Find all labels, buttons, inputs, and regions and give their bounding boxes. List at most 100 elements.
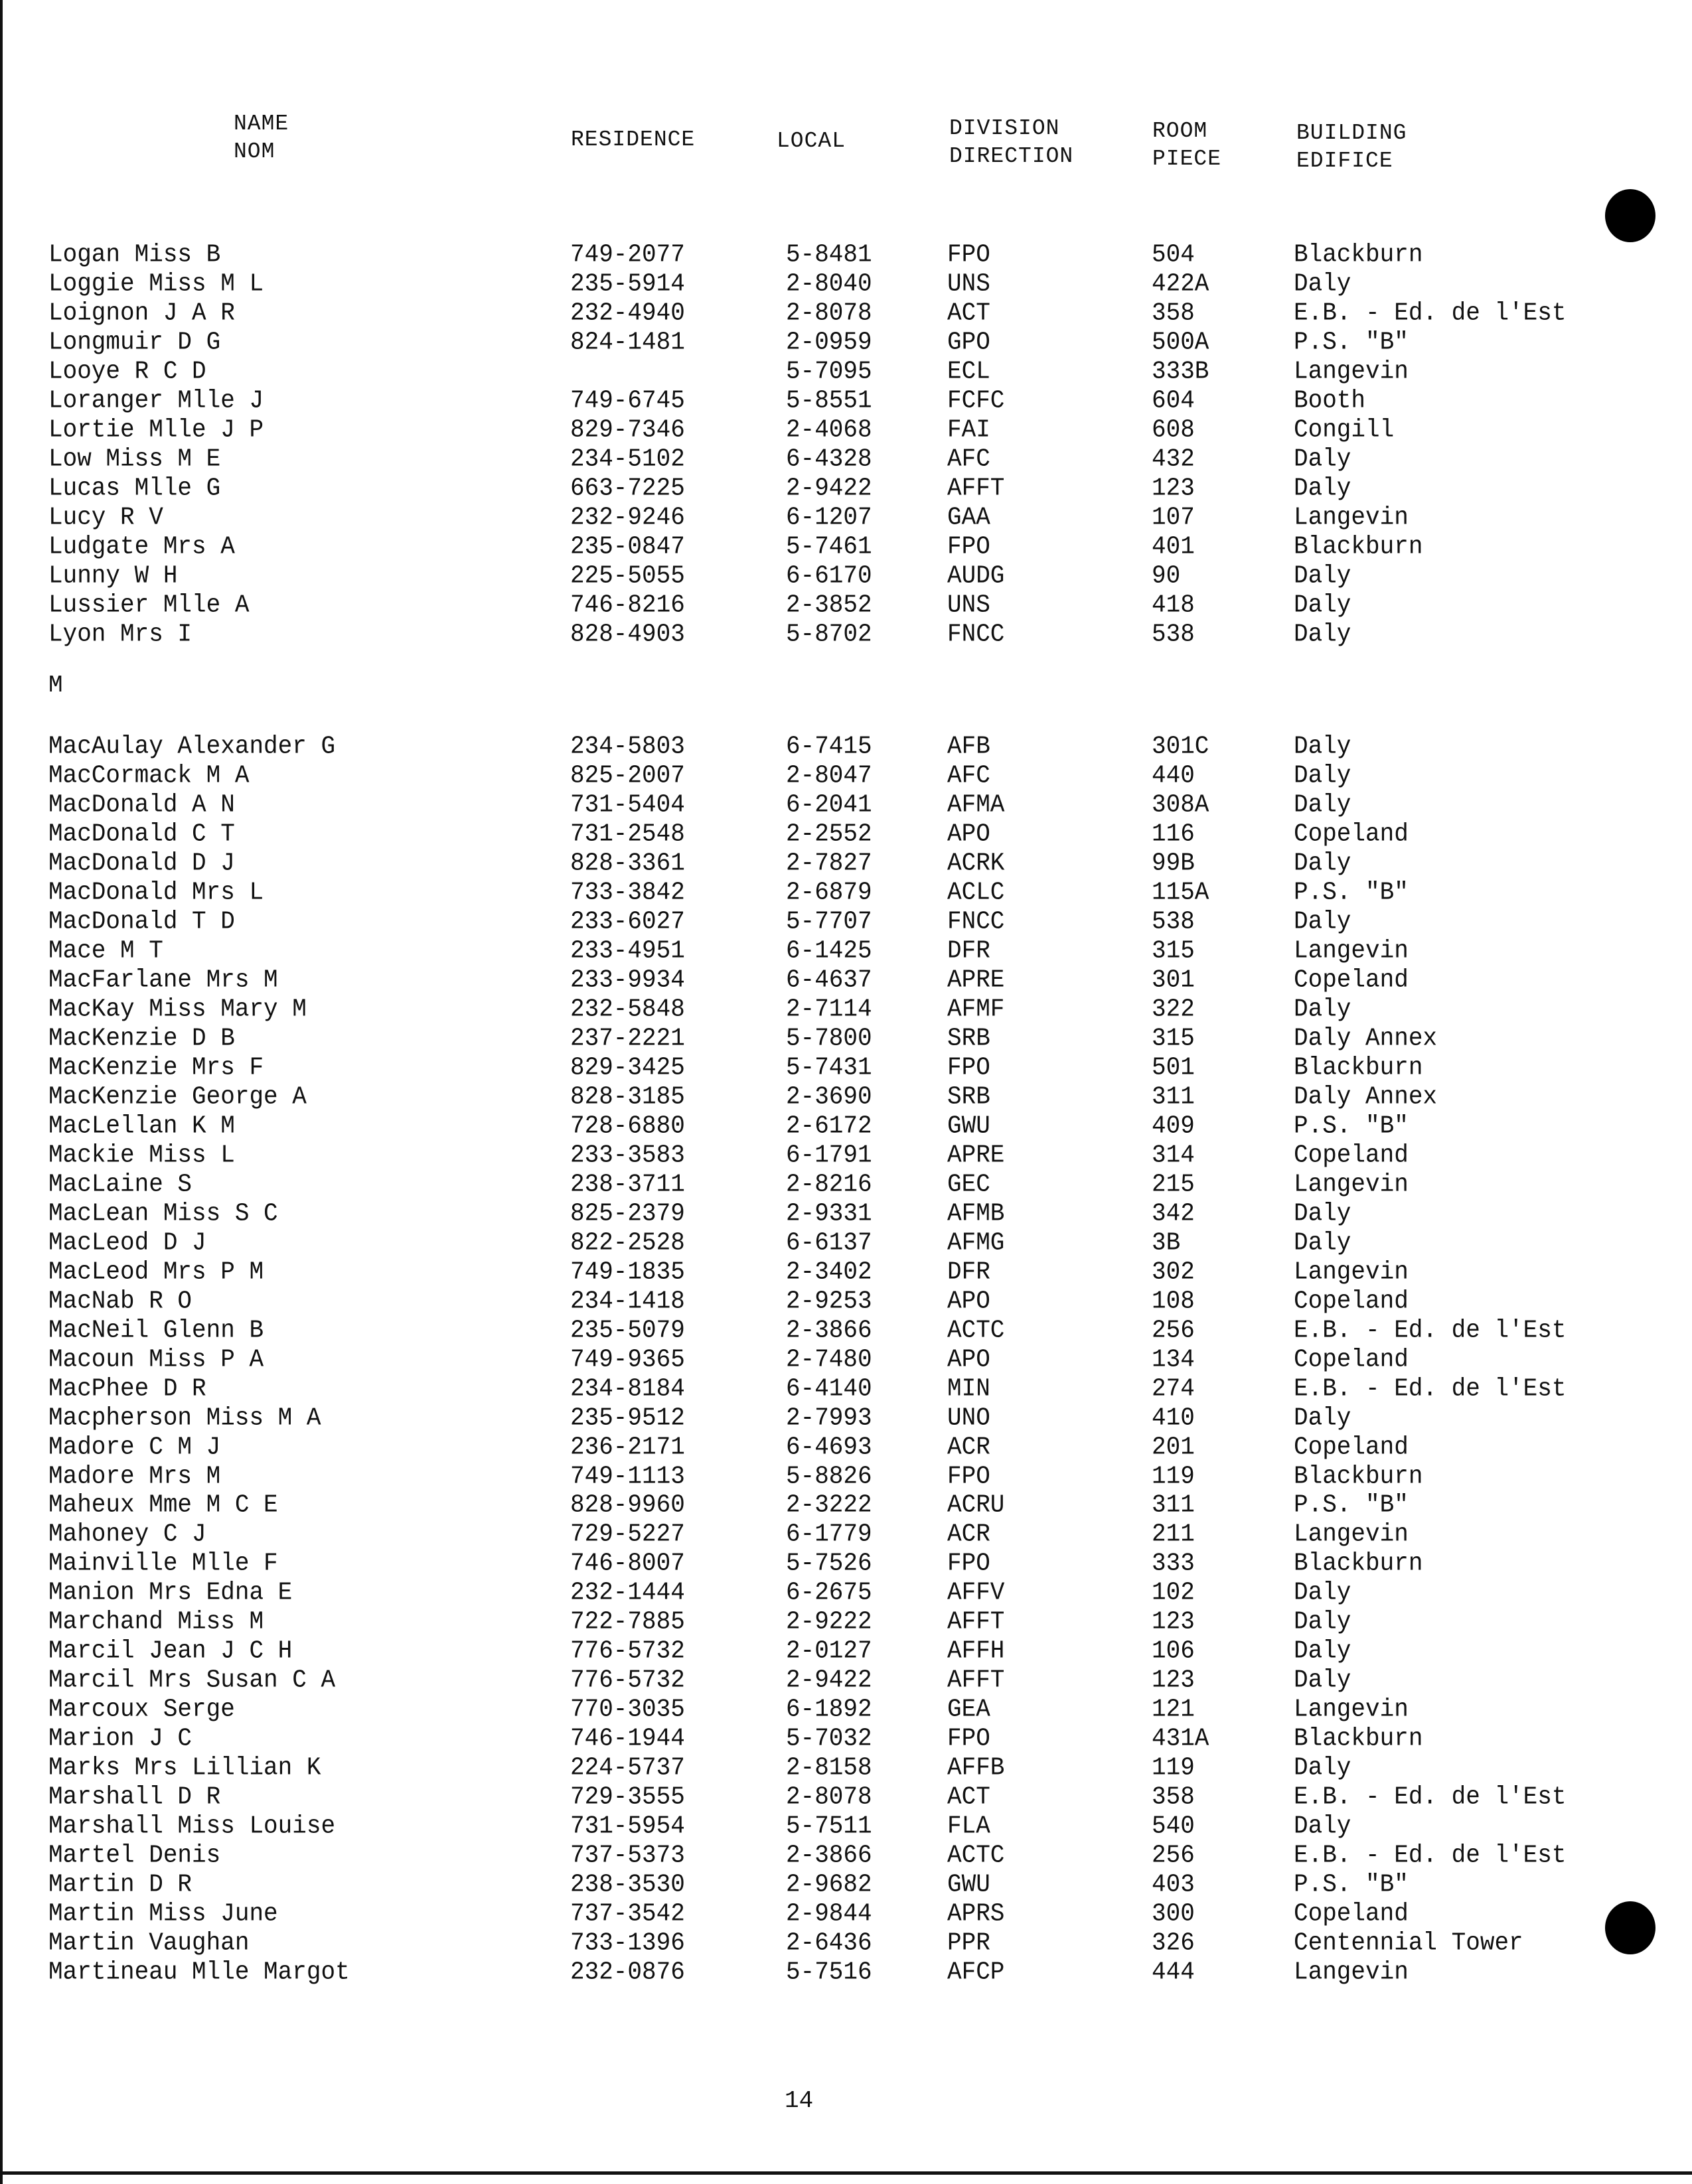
cell-building: Daly bbox=[1294, 994, 1351, 1023]
cell-local: 5-7431 bbox=[786, 1053, 872, 1082]
cell-name: Marcil Jean J C H bbox=[48, 1637, 293, 1666]
cell-division: GPO bbox=[947, 327, 990, 356]
cell-building: Daly bbox=[1294, 1199, 1351, 1228]
cell-local: 6-4140 bbox=[786, 1374, 872, 1403]
cell-room: 604 bbox=[1152, 386, 1195, 415]
cell-room: 256 bbox=[1152, 1315, 1195, 1345]
cell-name: MacFarlane Mrs M bbox=[48, 965, 278, 994]
cell-room: 403 bbox=[1152, 1870, 1195, 1899]
cell-division: UNS bbox=[947, 269, 990, 298]
cell-name: Lucas Mlle G bbox=[48, 473, 221, 502]
cell-name: Logan Miss B bbox=[48, 240, 221, 269]
cell-division: FPO bbox=[947, 1724, 990, 1753]
cell-residence: 776-5732 bbox=[570, 1666, 685, 1695]
cell-local: 5-8826 bbox=[786, 1461, 872, 1491]
cell-name: Maheux Mme M C E bbox=[48, 1491, 278, 1520]
cell-local: 5-8481 bbox=[786, 240, 872, 269]
cell-local: 5-8551 bbox=[786, 386, 872, 415]
cell-name: Loignon J A R bbox=[48, 298, 235, 327]
cell-local: 2-2552 bbox=[786, 819, 872, 848]
cell-room: 358 bbox=[1152, 298, 1195, 327]
cell-building: Copeland bbox=[1294, 819, 1409, 848]
cell-division: APRE bbox=[947, 965, 1005, 994]
cell-division: FAI bbox=[947, 415, 990, 444]
cell-local: 5-7511 bbox=[786, 1812, 872, 1841]
cell-residence: 234-5102 bbox=[570, 444, 685, 473]
cell-residence: 737-3542 bbox=[570, 1899, 685, 1929]
cell-residence: 822-2528 bbox=[570, 1228, 685, 1257]
cell-room: 90 bbox=[1152, 561, 1181, 590]
cell-residence: 663-7225 bbox=[570, 473, 685, 502]
header-residence: RESIDENCE bbox=[571, 127, 696, 152]
cell-local: 2-9222 bbox=[786, 1607, 872, 1637]
cell-room: 115A bbox=[1152, 877, 1209, 907]
cell-residence: 749-1113 bbox=[570, 1461, 685, 1491]
cell-division: UNO bbox=[947, 1403, 990, 1432]
cell-name: Lussier Mlle A bbox=[48, 590, 250, 619]
cell-residence: 234-1418 bbox=[570, 1286, 685, 1315]
cell-residence: 232-5848 bbox=[570, 994, 685, 1023]
cell-residence: 746-8216 bbox=[570, 590, 685, 619]
cell-division: FNCC bbox=[947, 907, 1005, 936]
cell-building: Blackburn bbox=[1294, 1461, 1423, 1491]
cell-room: 134 bbox=[1152, 1345, 1195, 1374]
cell-local: 2-9253 bbox=[786, 1286, 872, 1315]
cell-division: FPO bbox=[947, 532, 990, 561]
cell-building: Copeland bbox=[1294, 1432, 1409, 1461]
cell-local: 6-1779 bbox=[786, 1520, 872, 1549]
cell-room: 311 bbox=[1152, 1491, 1195, 1520]
page-border-left bbox=[0, 0, 3, 2184]
cell-name: Madore Mrs M bbox=[48, 1461, 221, 1491]
cell-division: FCFC bbox=[947, 386, 1005, 415]
cell-building: E.B. - Ed. de l'Est bbox=[1294, 1841, 1567, 1870]
cell-room: 444 bbox=[1152, 1958, 1195, 1987]
cell-building: Copeland bbox=[1294, 1140, 1409, 1169]
cell-room: 315 bbox=[1152, 936, 1195, 965]
cell-room: 322 bbox=[1152, 994, 1195, 1023]
header-room-en: ROOM bbox=[1152, 119, 1208, 143]
cell-local: 2-7480 bbox=[786, 1345, 872, 1374]
cell-name: Marcil Mrs Susan C A bbox=[48, 1666, 336, 1695]
cell-room: 538 bbox=[1152, 619, 1195, 648]
cell-room: 500A bbox=[1152, 327, 1209, 356]
cell-division: FPO bbox=[947, 1549, 990, 1578]
header-building-fr: EDIFICE bbox=[1296, 149, 1393, 173]
cell-name: MacDonald Mrs L bbox=[48, 877, 264, 907]
cell-room: 432 bbox=[1152, 444, 1195, 473]
cell-room: 123 bbox=[1152, 1666, 1195, 1695]
cell-room: 121 bbox=[1152, 1695, 1195, 1724]
cell-division: AFCP bbox=[947, 1958, 1005, 1987]
cell-room: 431A bbox=[1152, 1724, 1209, 1753]
cell-residence: 238-3711 bbox=[570, 1169, 685, 1199]
cell-room: 314 bbox=[1152, 1140, 1195, 1169]
cell-residence: 746-1944 bbox=[570, 1724, 685, 1753]
cell-name: Lyon Mrs I bbox=[48, 619, 192, 648]
cell-division: SRB bbox=[947, 1023, 990, 1053]
cell-division: AFMB bbox=[947, 1199, 1005, 1228]
cell-local: 2-0127 bbox=[786, 1637, 872, 1666]
cell-local: 2-3222 bbox=[786, 1491, 872, 1520]
cell-residence: 235-0847 bbox=[570, 532, 685, 561]
cell-local: 2-7993 bbox=[786, 1403, 872, 1432]
cell-room: 102 bbox=[1152, 1578, 1195, 1607]
cell-building: Booth bbox=[1294, 386, 1366, 415]
cell-local: 2-9422 bbox=[786, 1666, 872, 1695]
cell-room: 311 bbox=[1152, 1082, 1195, 1111]
cell-room: 3B bbox=[1152, 1228, 1181, 1257]
cell-local: 6-2041 bbox=[786, 790, 872, 819]
cell-name: MacLeod D J bbox=[48, 1228, 206, 1257]
cell-room: 409 bbox=[1152, 1111, 1195, 1140]
cell-residence: 776-5732 bbox=[570, 1637, 685, 1666]
cell-residence: 235-5914 bbox=[570, 269, 685, 298]
cell-division: FLA bbox=[947, 1812, 990, 1841]
cell-residence: 731-2548 bbox=[570, 819, 685, 848]
cell-division: ACLC bbox=[947, 877, 1005, 907]
cell-name: Martin Vaughan bbox=[48, 1929, 250, 1958]
cell-division: FNCC bbox=[947, 619, 1005, 648]
cell-local: 6-4693 bbox=[786, 1432, 872, 1461]
header-local: LOCAL bbox=[777, 129, 846, 153]
header-room-fr: PIECE bbox=[1152, 147, 1222, 171]
cell-name: MacLeod Mrs P M bbox=[48, 1257, 264, 1286]
cell-residence: 233-9934 bbox=[570, 965, 685, 994]
cell-division: AFFH bbox=[947, 1637, 1005, 1666]
